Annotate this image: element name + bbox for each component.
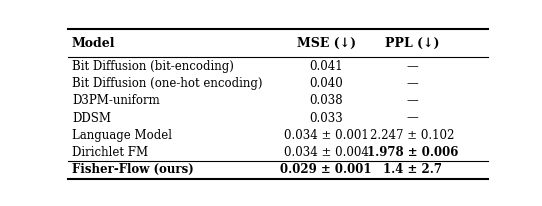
Text: 1.4 ± 2.7: 1.4 ± 2.7 [383, 163, 442, 176]
Text: Bit Diffusion (bit-encoding): Bit Diffusion (bit-encoding) [72, 60, 234, 73]
Text: PPL (↓): PPL (↓) [385, 37, 440, 50]
Text: 0.038: 0.038 [309, 94, 343, 107]
Text: 0.034 ± 0.001: 0.034 ± 0.001 [283, 129, 369, 142]
Text: 0.033: 0.033 [309, 112, 343, 125]
Text: 0.029 ± 0.001: 0.029 ± 0.001 [280, 163, 372, 176]
Text: Fisher-Flow (ours): Fisher-Flow (ours) [72, 163, 193, 176]
Text: Bit Diffusion (one-hot encoding): Bit Diffusion (one-hot encoding) [72, 77, 262, 90]
Text: —: — [406, 94, 418, 107]
Text: DDSM: DDSM [72, 112, 111, 125]
Text: 0.040: 0.040 [309, 77, 343, 90]
Text: 0.034 ± 0.004: 0.034 ± 0.004 [283, 146, 369, 159]
Text: —: — [406, 77, 418, 90]
Text: —: — [406, 60, 418, 73]
Text: Language Model: Language Model [72, 129, 172, 142]
Text: Dirichlet FM: Dirichlet FM [72, 146, 148, 159]
Text: MSE (↓): MSE (↓) [296, 37, 356, 50]
Text: D3PM-uniform: D3PM-uniform [72, 94, 160, 107]
Text: Model: Model [72, 37, 115, 50]
Text: 1.978 ± 0.006: 1.978 ± 0.006 [366, 146, 458, 159]
Text: 2.247 ± 0.102: 2.247 ± 0.102 [370, 129, 454, 142]
Text: 0.041: 0.041 [309, 60, 343, 73]
Text: —: — [406, 112, 418, 125]
